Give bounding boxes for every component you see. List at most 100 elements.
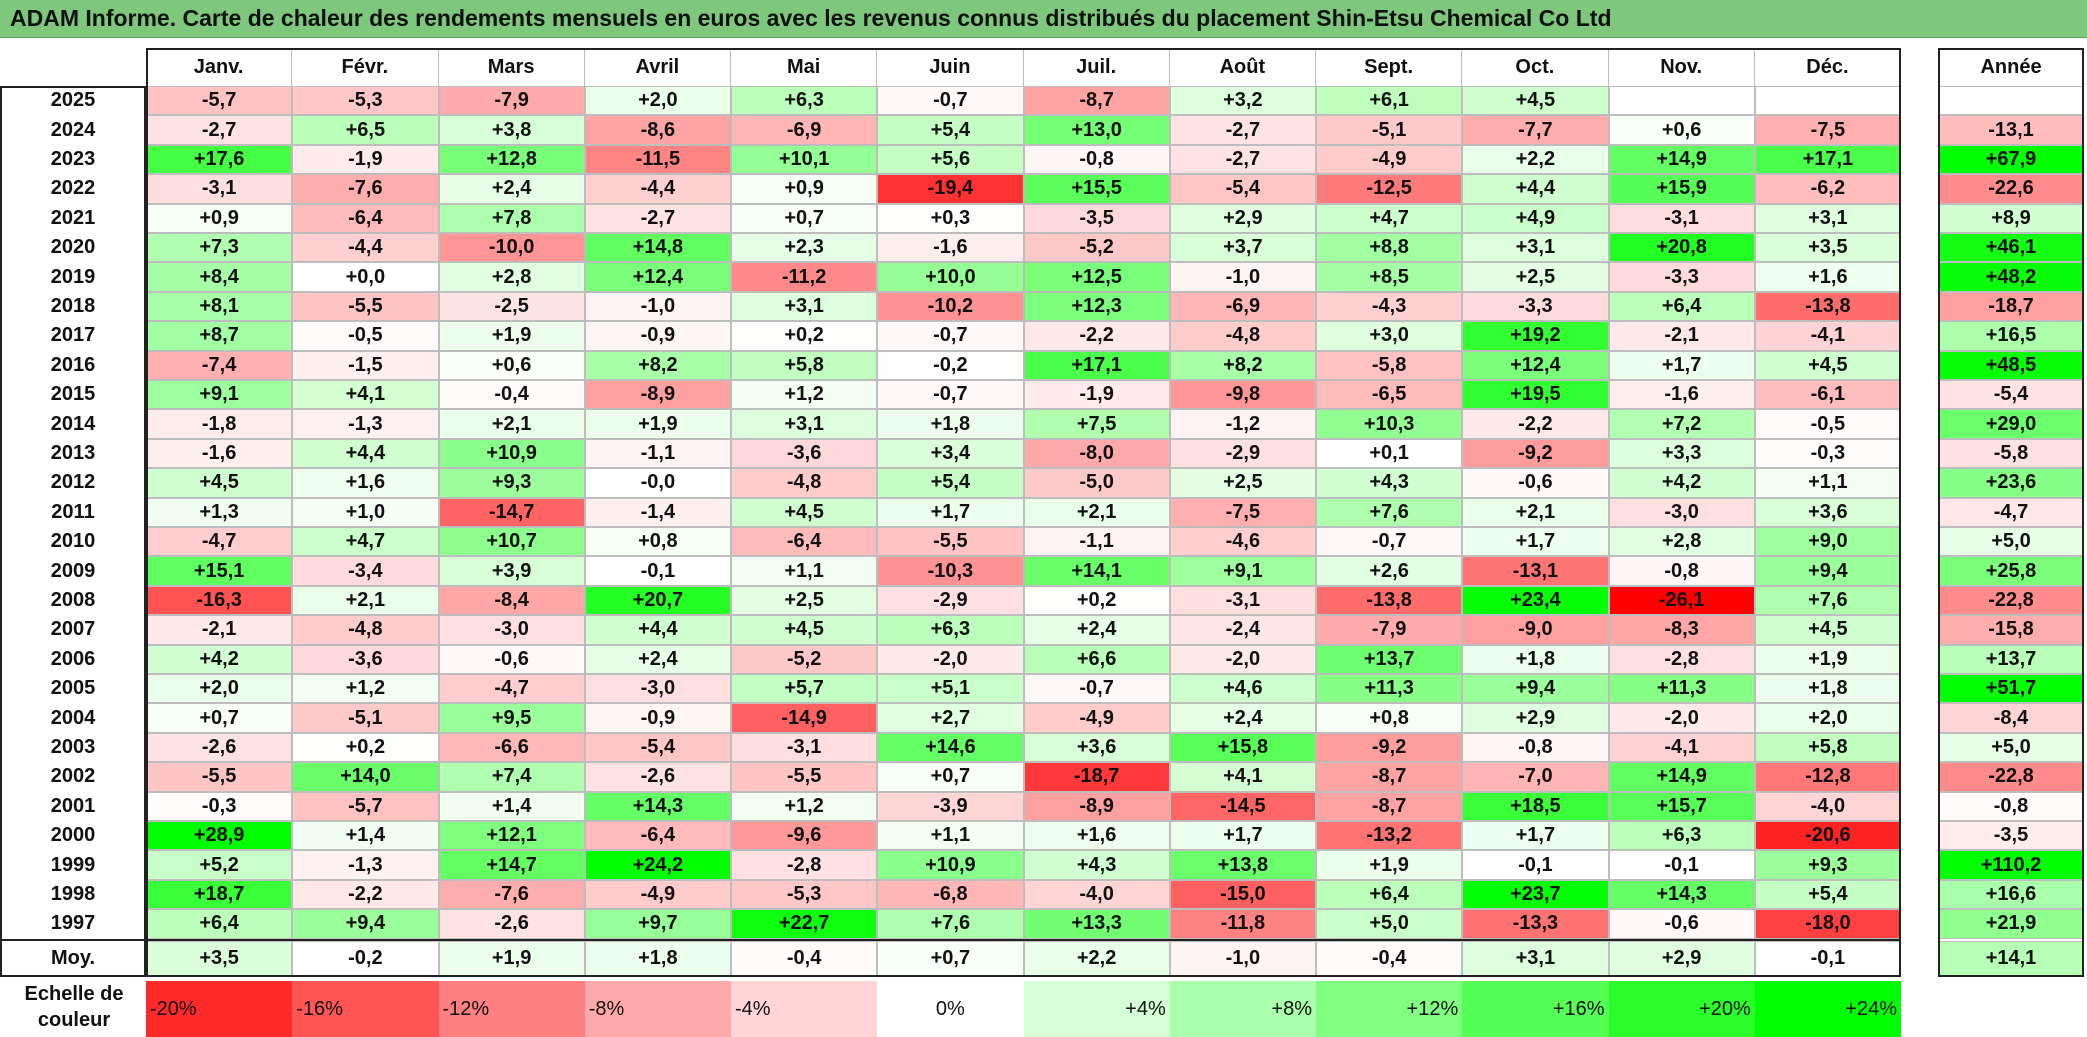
heatmap-cell: -0,4: [438, 380, 585, 410]
heatmap-cell: -6,4: [292, 203, 439, 233]
heatmap-cell: -14,7: [438, 497, 585, 527]
heatmap-cell: -4,8: [292, 615, 439, 645]
heatmap-cell: -0,7: [1023, 674, 1170, 704]
page-title: ADAM Informe. Carte de chaleur des rende…: [10, 5, 1612, 31]
heatmap-cell: -4,1: [1608, 732, 1755, 763]
month-header: Nov.: [1609, 48, 1755, 86]
annual-cell: -3,5: [1938, 821, 2084, 851]
heatmap-cell: +1,1: [731, 556, 878, 586]
heatmap-cell: +5,4: [877, 468, 1024, 498]
row-year-label: 2007: [50, 618, 96, 641]
row-year-label: 2025: [50, 89, 96, 112]
heatmap-cell: -9,0: [1462, 615, 1609, 645]
row-year-label: 2006: [50, 647, 96, 670]
heatmap-cell: -1,5: [292, 350, 439, 380]
annual-cell: -8,4: [1938, 703, 2084, 733]
heatmap-cell: -12,8: [1754, 762, 1901, 792]
heatmap-cell: +2,9: [1462, 703, 1609, 733]
heatmap-cell: +6,5: [292, 115, 439, 145]
heatmap-cell: +1,8: [1754, 674, 1901, 704]
heatmap-cell: -11,5: [584, 144, 731, 175]
heatmap-cell: -1,9: [292, 144, 439, 175]
heatmap-cell: -0,6: [1462, 468, 1609, 498]
heatmap-cell: +4,2: [1608, 468, 1755, 498]
heatmap-cell: +6,6: [1023, 644, 1170, 674]
heatmap-cell: +1,1: [1754, 468, 1901, 498]
heatmap-cell: +9,4: [1462, 674, 1609, 704]
average-cell: -0,2: [292, 940, 439, 977]
heatmap-cell: -13,1: [1462, 556, 1609, 586]
row-year-label: 2004: [50, 706, 96, 729]
heatmap-cell: -3,1: [731, 732, 878, 763]
annual-cell: -22,8: [1938, 585, 2084, 616]
heatmap-cell: -1,6: [877, 233, 1024, 263]
heatmap-cell: -7,6: [438, 879, 585, 910]
heatmap-cell: +4,4: [584, 615, 731, 645]
heatmap-cell: -3,1: [1608, 203, 1755, 233]
row-year-label: 2009: [50, 559, 96, 582]
heatmap-cell: +14,7: [438, 850, 585, 880]
heatmap-cell: +14,9: [1608, 762, 1755, 792]
annual-cell: -13,1: [1938, 115, 2084, 145]
row-year-label: 2005: [50, 677, 96, 700]
heatmap-cell: +2,0: [146, 674, 293, 704]
heatmap-cell: +5,4: [877, 115, 1024, 145]
heatmap-cell: -8,6: [584, 115, 731, 145]
heatmap-cell: +4,4: [292, 438, 439, 469]
heatmap-cell: -6,5: [1316, 380, 1463, 410]
heatmap-cell: +4,4: [1462, 174, 1609, 204]
heatmap-cell: +5,8: [731, 350, 878, 380]
heatmap-cell: +3,0: [1316, 321, 1463, 351]
heatmap-cell: -4,8: [1169, 321, 1316, 351]
heatmap-cell: +5,2: [146, 850, 293, 880]
heatmap-cell: -5,5: [292, 291, 439, 322]
heatmap-cell: +5,0: [1316, 909, 1463, 939]
heatmap-cell: -4,0: [1023, 879, 1170, 910]
heatmap-cell: -13,2: [1316, 821, 1463, 851]
heatmap-cell: +1,7: [1462, 527, 1609, 557]
heatmap-cell: -4,7: [146, 527, 293, 557]
heatmap-cell: +0,2: [731, 321, 878, 351]
month-header: Août: [1170, 48, 1316, 86]
heatmap-cell: -3,4: [292, 556, 439, 586]
heatmap-cell: +7,3: [146, 233, 293, 263]
heatmap-cell: -2,1: [146, 615, 293, 645]
heatmap-cell: -3,0: [584, 674, 731, 704]
heatmap-cell: -13,8: [1754, 291, 1901, 322]
heatmap-cell: -4,8: [731, 468, 878, 498]
heatmap-cell: +23,4: [1462, 585, 1609, 616]
heatmap-cell: -5,3: [731, 879, 878, 910]
heatmap-cell: +5,8: [1754, 732, 1901, 763]
heatmap-cell: +1,7: [1169, 821, 1316, 851]
heatmap-cell: +10,3: [1316, 409, 1463, 439]
heatmap-cell: -1,3: [292, 409, 439, 439]
heatmap-cell: [1608, 86, 1755, 116]
heatmap-cell: +13,3: [1023, 909, 1170, 939]
heatmap-cell: +6,3: [731, 86, 878, 116]
heatmap-cell: +4,3: [1316, 468, 1463, 498]
heatmap-cell: +14,3: [1608, 879, 1755, 910]
color-scale-step: -4%: [731, 981, 878, 1037]
row-year-label: 2023: [50, 147, 96, 170]
heatmap-cell: +6,4: [1608, 291, 1755, 322]
heatmap-cell: -6,2: [1754, 174, 1901, 204]
heatmap-cell: +4,9: [1462, 203, 1609, 233]
heatmap-cell: +1,9: [438, 321, 585, 351]
heatmap-cell: -1,3: [292, 850, 439, 880]
annual-cell: +110,2: [1938, 850, 2084, 880]
heatmap-cell: +2,5: [731, 585, 878, 616]
heatmap-cell: -2,9: [1169, 438, 1316, 469]
heatmap-cell: -0,2: [877, 350, 1024, 380]
heatmap-cell: -6,4: [584, 821, 731, 851]
row-year-label: 2021: [50, 206, 96, 229]
heatmap-cell: -0,3: [1754, 438, 1901, 469]
color-scale-step: -20%: [146, 981, 293, 1037]
heatmap-cell: +2,5: [1169, 468, 1316, 498]
heatmap-cell: -15,0: [1169, 879, 1316, 910]
color-scale-step: +16%: [1462, 981, 1609, 1037]
heatmap-cell: -7,9: [1316, 615, 1463, 645]
heatmap-cell: +2,1: [438, 409, 585, 439]
heatmap-cell: +0,9: [146, 203, 293, 233]
heatmap-cell: +12,8: [438, 144, 585, 175]
heatmap-cell: +17,1: [1754, 144, 1901, 175]
